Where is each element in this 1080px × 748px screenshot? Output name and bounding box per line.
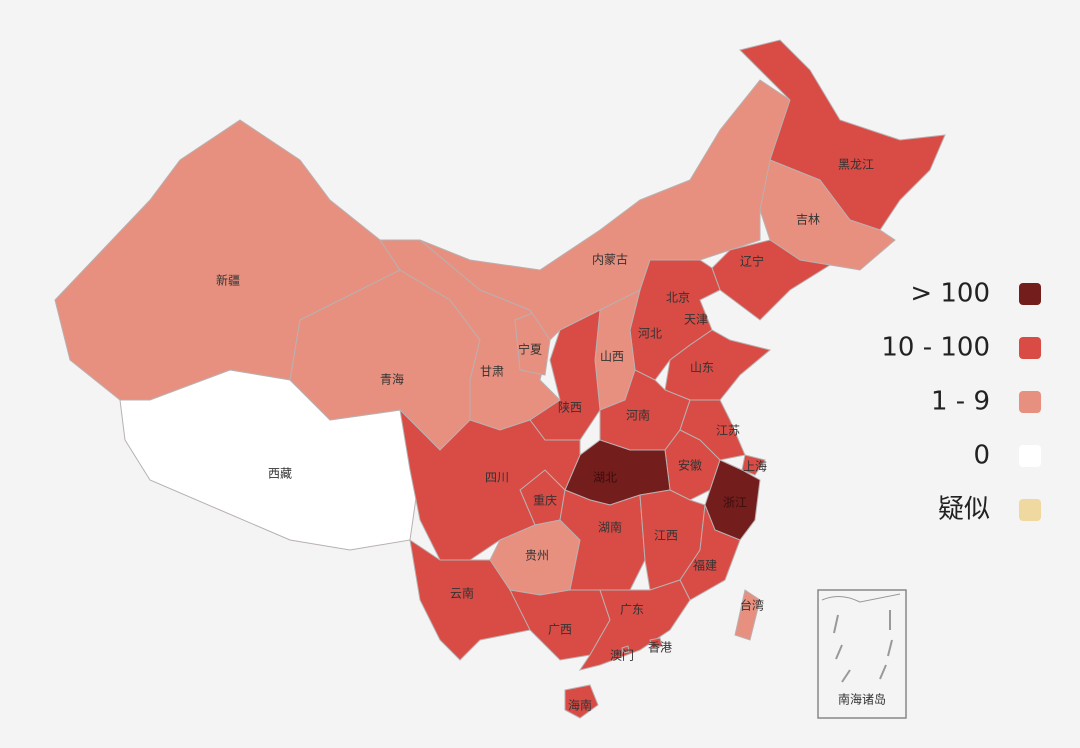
province-region [734,589,761,641]
province-label: 北京 [666,291,690,305]
regions [54,39,946,719]
province-label: 江西 [654,529,678,543]
legend-swatch [1019,499,1041,521]
province-label: 青海 [380,372,404,387]
province-label: 吉林 [796,213,820,227]
province-label: 河南 [626,408,650,423]
legend-swatch [1019,337,1041,359]
province-region [741,454,766,476]
province-label: 山西 [600,350,624,364]
province-label: 内蒙古 [592,252,628,267]
province-label: 河北 [638,327,662,341]
province-label: 新疆 [216,273,240,288]
province-region [399,408,581,561]
province-label: 山东 [690,361,714,375]
province-label: 广西 [548,623,572,637]
province-label: 安徽 [678,458,702,473]
legend-swatch [1019,391,1041,413]
legend-label: 1 - 9 [931,387,990,417]
province-label: 贵州 [525,549,549,563]
province-label: 海南 [568,698,592,713]
province-label: 江苏 [716,424,740,438]
province-region [119,369,421,551]
legend-swatch [1019,445,1041,467]
province-label: 天津 [684,313,708,327]
province-region [679,504,741,601]
province-label: 福建 [693,558,717,573]
province-label: 重庆 [533,494,557,508]
province-region [564,684,599,719]
province-label: 浙江 [723,496,747,510]
legend: > 100 10 - 100 1 - 9 0 疑似 [881,279,1041,525]
inset-lines [833,610,893,683]
province-label: 湖南 [598,520,622,535]
province-label: 甘肃 [480,365,504,379]
province-region [759,159,896,271]
legend-swatch [1019,283,1041,305]
province-label: 湖北 [593,470,617,485]
province-label: 广东 [620,603,644,617]
province-label: 宁夏 [518,342,542,357]
legend-label: > 100 [910,279,990,309]
province-label: 黑龙江 [838,158,874,172]
inset-frame [817,589,907,719]
province-region [621,645,630,654]
inset-label: 南海诸岛 [838,692,886,707]
legend-label: 10 - 100 [881,333,990,363]
province-region [649,637,663,649]
province-label: 台湾 [740,598,764,613]
legend-label: 疑似 [938,495,990,525]
province-label: 陕西 [558,400,582,415]
province-label: 香港 [648,641,672,655]
province-label: 云南 [450,586,474,601]
province-label: 澳门 [610,648,634,663]
inset-coast [821,593,901,603]
province-label: 西藏 [268,467,292,481]
province-label: 辽宁 [740,254,764,269]
legend-label: 0 [973,441,990,471]
province-label: 上海 [743,459,767,474]
province-label: 四川 [485,471,509,485]
